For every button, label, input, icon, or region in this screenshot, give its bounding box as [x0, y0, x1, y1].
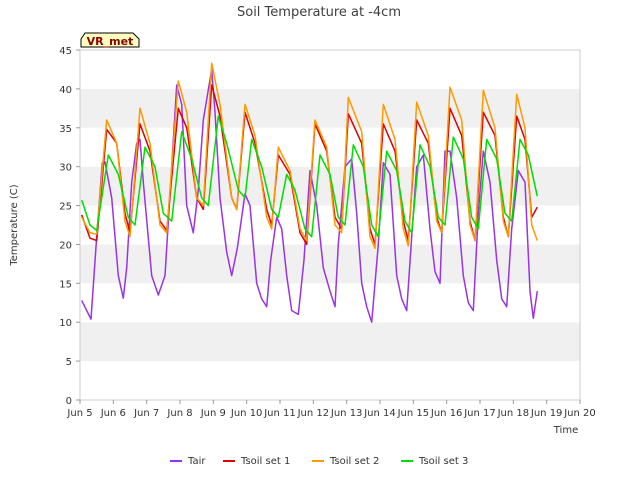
y-tick-label: 25 — [59, 202, 72, 213]
grid-band — [80, 244, 580, 284]
x-axis-label: Time — [553, 425, 578, 436]
x-tick-label: Jun 19 — [530, 408, 563, 419]
y-tick-label: 40 — [59, 85, 72, 96]
legend-label-tsoil-set-3: Tsoil set 3 — [418, 456, 468, 467]
x-tick-label: Jun 15 — [397, 408, 430, 419]
series-lines — [80, 62, 539, 323]
grid-band — [80, 127, 580, 167]
y-tick-label: 0 — [66, 396, 72, 407]
y-tick-label: 20 — [59, 240, 72, 251]
x-tick-label: Jun 6 — [100, 408, 126, 419]
series-line-tsoil-set-2 — [81, 62, 539, 250]
y-tick-label: 5 — [66, 357, 72, 368]
x-tick-label: Jun 5 — [66, 408, 92, 419]
grid-band — [80, 88, 580, 128]
y-tick-label: 45 — [59, 46, 72, 57]
x-axis-ticks: Jun 5 Jun 6 Jun 7 Jun 8 Jun 9 Jun 10 Jun 11 Jun… — [66, 400, 596, 419]
y-tick-label: 30 — [59, 163, 72, 174]
grid-band — [80, 322, 580, 362]
legend: Tair Tsoil set 1 Tsoil set 2 Tsoil set 3 — [170, 456, 468, 467]
x-tick-label: Jun 17 — [463, 408, 496, 419]
vr-met-label: VR_met — [87, 35, 134, 48]
x-tick-label: Jun 14 — [363, 408, 396, 419]
x-tick-label: Jun 13 — [330, 408, 363, 419]
y-tick-label: 10 — [59, 318, 72, 329]
y-tick-label: 15 — [59, 279, 72, 290]
x-tick-label: Jun 12 — [297, 408, 330, 419]
plot-area-frame — [79, 49, 581, 401]
vr-met-tag: VR_met — [80, 32, 140, 48]
x-tick-label: Jun 10 — [230, 408, 263, 419]
x-tick-label: Jun 11 — [263, 408, 296, 419]
grid-band — [80, 50, 580, 89]
y-axis-label: Temperature (C) — [9, 184, 20, 266]
x-tick-label: Jun 8 — [166, 408, 192, 419]
y-tick-label: 35 — [59, 124, 72, 135]
chart-title: Soil Temperature at -4cm — [237, 5, 401, 20]
x-tick-label: Jun 18 — [497, 408, 530, 419]
x-tick-label: Jun 9 — [200, 408, 226, 419]
x-tick-label: Jun 20 — [563, 408, 596, 419]
legend-label-tsoil-set-2: Tsoil set 2 — [329, 456, 379, 467]
legend-label-tair: Tair — [187, 456, 206, 467]
y-axis-ticks: 0 5 10 15 20 25 30 35 40 45 — [59, 46, 80, 407]
x-tick-label: Jun 7 — [133, 408, 159, 419]
series-line-tair — [81, 68, 539, 323]
series-line-tsoil-set-3 — [80, 115, 539, 238]
legend-label-tsoil-set-1: Tsoil set 1 — [240, 456, 290, 467]
x-tick-label: Jun 16 — [430, 408, 463, 419]
grid-band — [80, 361, 580, 400]
